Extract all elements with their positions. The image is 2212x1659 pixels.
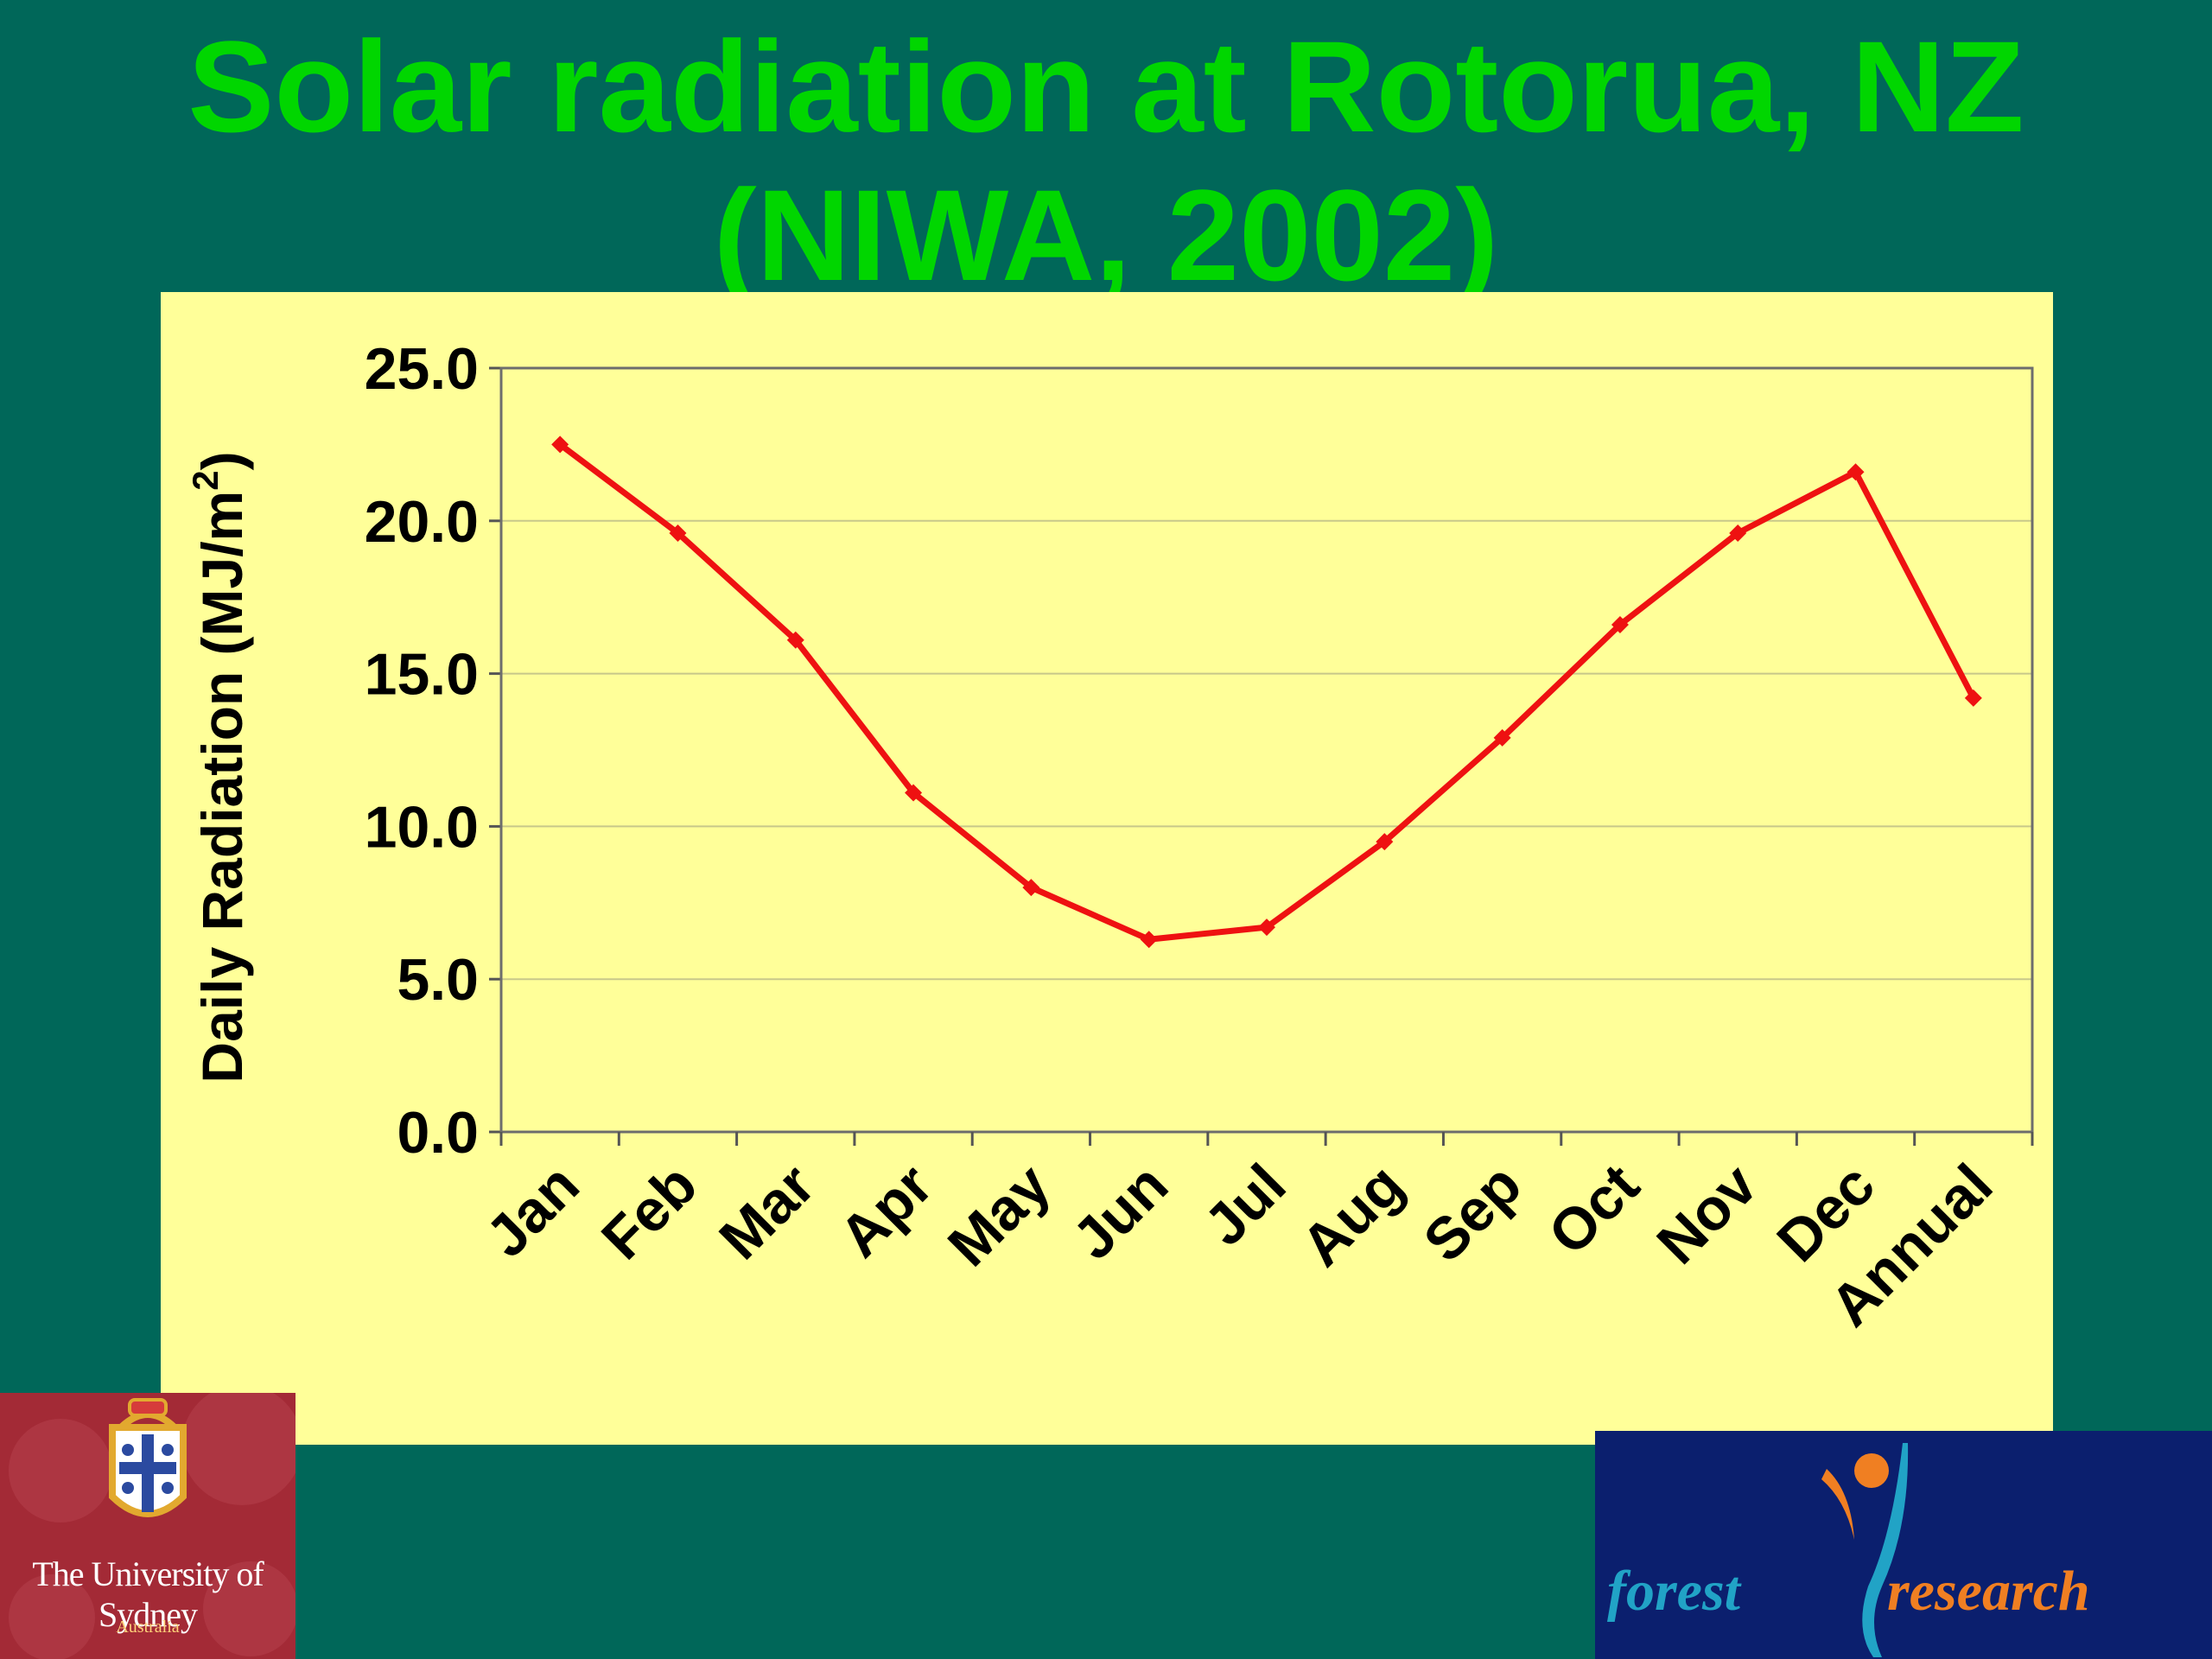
data-point bbox=[1493, 728, 1511, 747]
slide-title: Solar radiation at Rotorua, NZ (NIWA, 20… bbox=[0, 12, 2212, 309]
data-point bbox=[1258, 918, 1275, 937]
x-tick-label: Feb bbox=[589, 1152, 709, 1272]
university-of-sydney-logo: The University of Sydney Australia bbox=[0, 1393, 296, 1659]
sydney-logo-country: Australia bbox=[116, 1618, 180, 1637]
plot-frame bbox=[499, 366, 2034, 1134]
slide-title-line-1: Solar radiation at Rotorua, NZ bbox=[188, 14, 2024, 159]
y-tick-label: 15.0 bbox=[365, 642, 479, 708]
y-tick-label: 25.0 bbox=[365, 336, 479, 402]
x-tick-label: Apr bbox=[827, 1152, 945, 1270]
data-point bbox=[551, 435, 569, 454]
data-point bbox=[1376, 833, 1394, 851]
data-point bbox=[669, 524, 687, 542]
y-tick-label: 0.0 bbox=[397, 1100, 479, 1166]
axes bbox=[489, 366, 2034, 1146]
forest-research-figure-icon bbox=[1821, 1443, 1909, 1657]
data-point bbox=[1964, 689, 1982, 707]
x-tick-label: Jun bbox=[1060, 1152, 1180, 1272]
data-point bbox=[905, 784, 923, 802]
sydney-crest-icon bbox=[9, 1393, 296, 1659]
chart-panel: 0.0 5.0 10.0 15.0 20.0 25.0 Jan Feb Mar Apr May Ju… bbox=[161, 292, 2053, 1445]
data-point bbox=[1022, 879, 1040, 897]
data-point bbox=[786, 631, 804, 649]
sydney-logo-name: The University of Sydney bbox=[32, 1554, 264, 1634]
x-tick-label: Oct bbox=[1536, 1152, 1652, 1268]
forest-logo-word-forest: forest bbox=[1607, 1560, 1740, 1623]
data-points bbox=[551, 435, 1982, 949]
data-point bbox=[1140, 931, 1158, 949]
gridlines bbox=[501, 367, 2032, 981]
slide-title-line-2: (NIWA, 2002) bbox=[713, 162, 1499, 308]
x-tick-label: May bbox=[936, 1152, 1063, 1279]
x-tick-label: Jan bbox=[474, 1152, 592, 1270]
x-tick-label: Mar bbox=[707, 1152, 827, 1272]
series-line bbox=[558, 442, 1976, 943]
data-point bbox=[1729, 524, 1747, 542]
x-tick-label: Nov bbox=[1644, 1152, 1770, 1277]
data-point bbox=[1847, 463, 1865, 481]
x-tick-label: Sep bbox=[1411, 1152, 1534, 1274]
y-tick-labels: 0.0 5.0 10.0 15.0 20.0 25.0 bbox=[365, 336, 479, 1166]
y-tick-label: 5.0 bbox=[397, 947, 479, 1013]
forest-logo-word-research: research bbox=[1887, 1560, 2090, 1623]
y-axis-title-text: Daily Radiation (MJ/m bbox=[190, 491, 254, 1084]
x-tick-label: Aug bbox=[1289, 1152, 1416, 1279]
y-axis-title-superscript: 2 bbox=[185, 470, 226, 490]
y-axis-title: Daily Radiation (MJ/m2) bbox=[185, 451, 254, 1083]
x-tick-label: Jul bbox=[1192, 1152, 1298, 1258]
y-tick-label: 10.0 bbox=[365, 794, 479, 860]
y-axis-title-close: ) bbox=[190, 451, 254, 470]
series-polyline bbox=[558, 442, 1976, 943]
forest-research-logo: forest research bbox=[1595, 1431, 2212, 1659]
y-tick-label: 20.0 bbox=[365, 489, 479, 555]
data-point bbox=[1611, 616, 1629, 634]
